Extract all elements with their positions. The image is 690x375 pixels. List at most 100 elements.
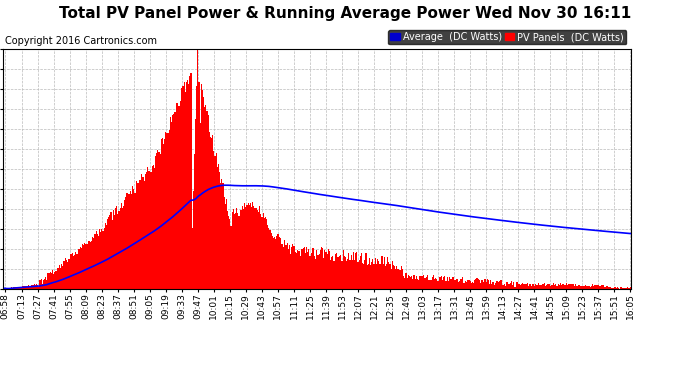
Bar — [618, 288, 620, 289]
Bar — [514, 286, 515, 289]
Bar — [465, 281, 466, 289]
Bar — [546, 285, 547, 289]
Bar — [215, 153, 217, 289]
Bar — [115, 208, 116, 289]
Bar — [601, 285, 602, 289]
Bar — [114, 215, 115, 289]
Bar — [220, 183, 221, 289]
Bar — [25, 285, 26, 289]
Bar — [29, 286, 30, 289]
Bar — [81, 248, 82, 289]
Bar — [427, 275, 428, 289]
Bar — [99, 230, 100, 289]
Bar — [102, 231, 103, 289]
Bar — [578, 285, 580, 289]
Bar — [490, 280, 491, 289]
Bar — [340, 255, 342, 289]
Bar — [208, 115, 209, 289]
Bar — [20, 287, 21, 289]
Bar — [230, 226, 232, 289]
Bar — [545, 286, 546, 289]
Bar — [552, 285, 553, 289]
Bar — [268, 228, 269, 289]
Bar — [491, 285, 493, 289]
Bar — [130, 191, 131, 289]
Bar — [474, 280, 475, 289]
Bar — [34, 284, 35, 289]
Bar — [192, 228, 193, 289]
Bar — [304, 247, 305, 289]
Bar — [197, 46, 199, 289]
Bar — [594, 285, 595, 289]
Bar — [526, 284, 528, 289]
Bar — [353, 252, 354, 289]
Bar — [281, 244, 282, 289]
Bar — [126, 194, 128, 289]
Bar — [359, 256, 361, 289]
Bar — [185, 92, 186, 289]
Bar — [248, 203, 249, 289]
Bar — [203, 97, 204, 289]
Bar — [564, 285, 566, 289]
Bar — [161, 139, 162, 289]
Bar — [39, 280, 41, 289]
Bar — [69, 259, 70, 289]
Bar — [556, 286, 558, 289]
Bar — [627, 287, 629, 289]
Bar — [401, 266, 402, 289]
Bar — [282, 244, 283, 289]
Bar — [104, 228, 105, 289]
Bar — [571, 284, 573, 289]
Bar — [210, 137, 211, 289]
Bar — [93, 238, 95, 289]
Bar — [224, 197, 225, 289]
Bar — [173, 114, 175, 289]
Bar — [321, 248, 322, 289]
Bar — [562, 284, 563, 289]
Bar — [228, 216, 229, 289]
Bar — [112, 210, 114, 289]
Bar — [190, 73, 192, 289]
Bar — [319, 250, 321, 289]
Bar — [439, 277, 440, 289]
Bar — [225, 204, 226, 289]
Bar — [608, 286, 609, 289]
Bar — [322, 248, 323, 289]
Bar — [310, 253, 312, 289]
Bar — [13, 288, 14, 289]
Bar — [235, 213, 236, 289]
Bar — [410, 277, 411, 289]
Bar — [83, 245, 84, 289]
Bar — [500, 280, 502, 289]
Bar — [484, 279, 486, 289]
Bar — [98, 236, 99, 289]
Bar — [37, 285, 39, 289]
Bar — [117, 214, 119, 289]
Bar — [375, 258, 376, 289]
Bar — [449, 277, 450, 289]
Bar — [582, 286, 583, 289]
Bar — [148, 171, 149, 289]
Text: Total PV Panel Power & Running Average Power Wed Nov 30 16:11: Total PV Panel Power & Running Average P… — [59, 6, 631, 21]
Bar — [456, 279, 457, 289]
Bar — [369, 258, 370, 289]
Bar — [97, 234, 98, 289]
Bar — [533, 286, 535, 289]
Bar — [620, 287, 622, 289]
Bar — [420, 276, 422, 289]
Bar — [106, 225, 107, 289]
Bar — [182, 86, 184, 289]
Bar — [466, 282, 467, 289]
Bar — [344, 256, 345, 289]
Bar — [355, 253, 356, 289]
Bar — [242, 206, 243, 289]
Bar — [599, 286, 600, 289]
Bar — [209, 132, 210, 289]
Bar — [123, 206, 124, 289]
Bar — [422, 275, 424, 289]
Bar — [177, 103, 178, 289]
Bar — [144, 181, 145, 289]
Bar — [373, 264, 375, 289]
Bar — [273, 238, 274, 289]
Bar — [57, 268, 58, 289]
